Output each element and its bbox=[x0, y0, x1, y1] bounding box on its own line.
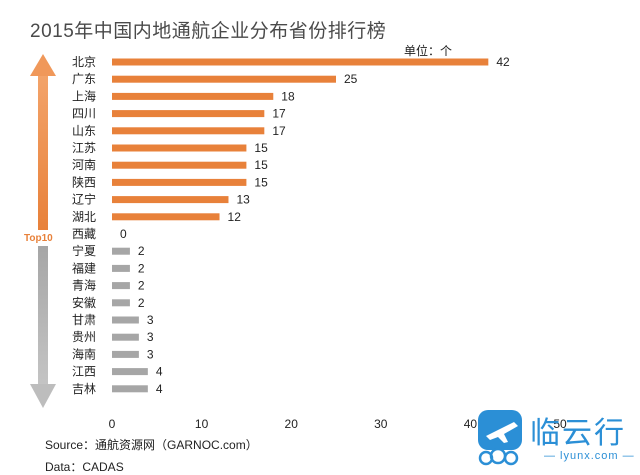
bar bbox=[112, 282, 130, 290]
bar bbox=[112, 144, 247, 152]
value-label: 18 bbox=[281, 89, 295, 103]
category-label: 江苏 bbox=[72, 141, 96, 155]
value-label: 2 bbox=[138, 279, 145, 293]
category-label: 陕西 bbox=[72, 174, 96, 189]
unit-label: 单位：个 bbox=[404, 44, 453, 58]
source-note: Source：通航资源网（GARNOC.com） bbox=[45, 438, 258, 452]
value-label: 13 bbox=[236, 193, 250, 207]
bar bbox=[112, 110, 265, 118]
bar bbox=[112, 92, 274, 100]
category-label: 贵州 bbox=[72, 330, 96, 344]
value-label: 3 bbox=[147, 313, 154, 327]
category-label: 江西 bbox=[72, 365, 96, 379]
airplane-cloud-icon bbox=[478, 410, 522, 466]
category-label: 四川 bbox=[72, 107, 96, 121]
category-label: 山东 bbox=[72, 124, 96, 138]
category-label: 宁夏 bbox=[72, 243, 96, 258]
value-label: 4 bbox=[156, 382, 163, 396]
category-label: 湖北 bbox=[72, 209, 96, 224]
x-tick-label: 10 bbox=[195, 417, 209, 431]
bar bbox=[112, 333, 139, 341]
value-label: 3 bbox=[147, 330, 154, 344]
category-label: 河南 bbox=[72, 157, 96, 172]
bar bbox=[112, 213, 220, 221]
value-label: 15 bbox=[254, 141, 268, 155]
category-label: 海南 bbox=[72, 346, 96, 361]
bar bbox=[112, 299, 130, 307]
x-tick-label: 30 bbox=[374, 417, 388, 431]
x-tick-label: 0 bbox=[109, 417, 116, 431]
value-label: 12 bbox=[228, 210, 242, 224]
category-label: 安徽 bbox=[72, 295, 96, 310]
bar bbox=[112, 58, 489, 66]
category-label: 福建 bbox=[72, 260, 96, 275]
bar bbox=[112, 75, 336, 83]
category-label: 吉林 bbox=[72, 382, 96, 396]
x-tick-label: 40 bbox=[464, 417, 478, 431]
value-label: 15 bbox=[254, 175, 268, 189]
category-label: 西藏 bbox=[72, 227, 96, 241]
top10-arrow bbox=[30, 54, 56, 230]
chart-title: 2015年中国内地通航企业分布省份排行榜 bbox=[30, 21, 387, 42]
bar bbox=[112, 264, 130, 272]
category-label: 上海 bbox=[72, 88, 96, 103]
category-label: 辽宁 bbox=[72, 192, 96, 207]
value-label: 0 bbox=[120, 227, 127, 241]
value-label: 42 bbox=[496, 55, 510, 69]
bar bbox=[112, 385, 148, 393]
value-label: 25 bbox=[344, 72, 358, 86]
category-label: 北京 bbox=[72, 55, 96, 69]
bar bbox=[112, 350, 139, 358]
bar bbox=[112, 196, 229, 204]
category-label: 青海 bbox=[72, 278, 96, 293]
category-label: 广东 bbox=[72, 72, 96, 86]
bar bbox=[112, 368, 148, 376]
logo-url: — lyunx.com — bbox=[544, 450, 635, 462]
bar bbox=[112, 247, 130, 255]
logo-text: 临云行 bbox=[530, 417, 626, 450]
bar bbox=[112, 161, 247, 169]
value-label: 17 bbox=[272, 124, 286, 138]
value-label: 2 bbox=[138, 261, 145, 275]
bar bbox=[112, 127, 265, 135]
bar bbox=[112, 178, 247, 186]
top10-label: Top10 bbox=[24, 233, 53, 244]
logo: 临云行 — lyunx.com — bbox=[472, 402, 640, 474]
value-label: 3 bbox=[147, 347, 154, 361]
value-label: 2 bbox=[138, 296, 145, 310]
bar bbox=[112, 316, 139, 324]
category-label: 甘肃 bbox=[72, 313, 96, 327]
x-tick-label: 20 bbox=[285, 417, 299, 431]
data-note: Data：CADAS bbox=[45, 460, 124, 474]
rest-arrow bbox=[30, 246, 56, 408]
value-label: 15 bbox=[254, 158, 268, 172]
value-label: 17 bbox=[272, 107, 286, 121]
x-tick-label: 50 bbox=[553, 417, 567, 431]
value-label: 2 bbox=[138, 244, 145, 258]
value-label: 4 bbox=[156, 365, 163, 379]
